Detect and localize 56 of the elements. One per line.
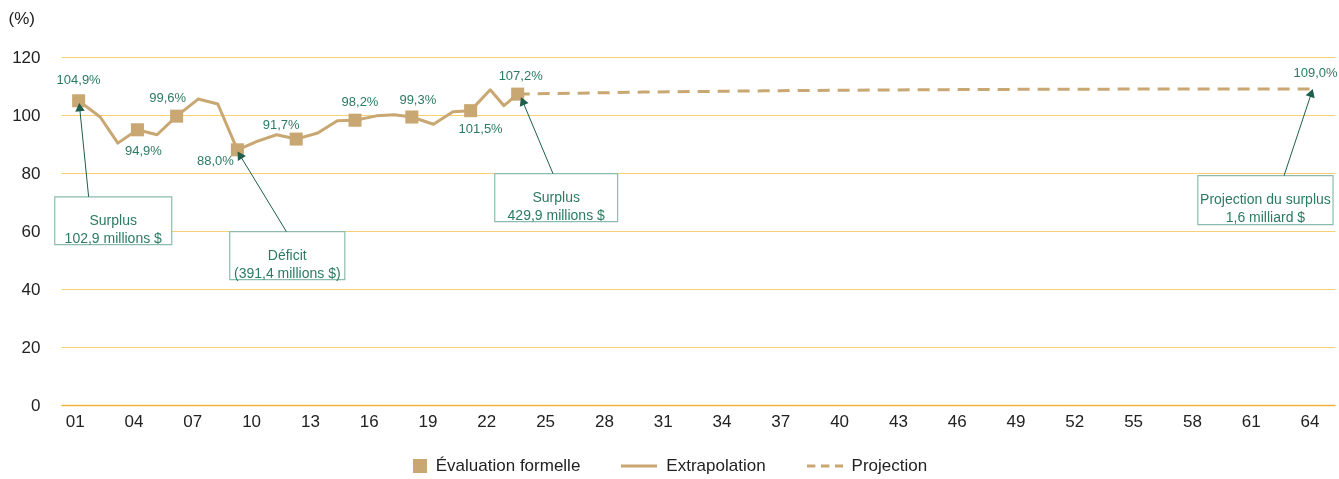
point [72,94,86,108]
point [130,123,144,137]
x-tick-label: 40 [830,411,850,431]
x-tick-label: 28 [594,411,614,431]
point [170,109,184,123]
x-tick-label: 25 [536,411,556,431]
y-tick-label: 80 [21,163,41,183]
legend-label: Projection [851,456,928,476]
y-tick-label: 0 [31,395,41,415]
data-label: 99,6% [149,90,187,106]
x-tick-label: 07 [183,411,203,431]
x-tick-label: 34 [712,411,732,431]
point [348,113,362,127]
x-tick-label: 04 [124,411,144,431]
annotation: Déficit (391,4 millions $) [233,246,341,281]
y-tick-label: 20 [21,337,41,357]
x-tick-label: 49 [1006,411,1026,431]
point [289,132,303,146]
y-tick-label: 120 [12,47,41,67]
point [464,104,478,118]
data-label: 94,9% [125,142,163,158]
x-tick-label: 31 [653,411,673,431]
x-tick-label: 52 [1065,411,1085,431]
point [511,87,525,101]
data-label: 104,9% [56,71,102,87]
data-label: 98,2% [341,94,379,110]
legend-label: Extrapolation [666,456,766,476]
annotation: Surplus 102,9 millions $ [64,211,163,246]
x-tick-label: 22 [477,411,497,431]
y-tick-label: 40 [21,279,41,299]
y-tick-label: 100 [12,105,41,125]
x-tick-label: 10 [242,411,262,431]
x-tick-label: 43 [888,411,908,431]
x-tick-label: 19 [418,411,438,431]
x-tick-label: 13 [300,411,320,431]
x-tick-label: 16 [359,411,379,431]
data-label: 101,5% [458,120,504,136]
annotation: Projection du surplus 1,6 milliard $ [1200,191,1331,226]
data-label: 88,0% [196,152,235,168]
point [405,110,419,124]
x-tick-label: 01 [65,411,85,431]
legend-label: Évaluation formelle [435,456,581,476]
data-label: 109,0% [1293,64,1338,80]
x-tick-label: 46 [947,411,967,431]
point [230,143,244,157]
data-label: 91,7% [262,117,301,133]
y-axis-title: (%) [8,8,35,28]
x-tick-label: 58 [1182,411,1202,431]
y-tick-label: 60 [21,221,41,241]
data-label: 99,3% [399,92,437,108]
x-tick-label: 61 [1241,411,1261,431]
x-tick-label: 37 [771,411,791,431]
annotation: Surplus 429,9 millions $ [507,188,606,223]
x-tick-label: 55 [1124,411,1144,431]
data-label: 107,2% [498,68,544,84]
x-tick-label: 64 [1300,411,1320,431]
